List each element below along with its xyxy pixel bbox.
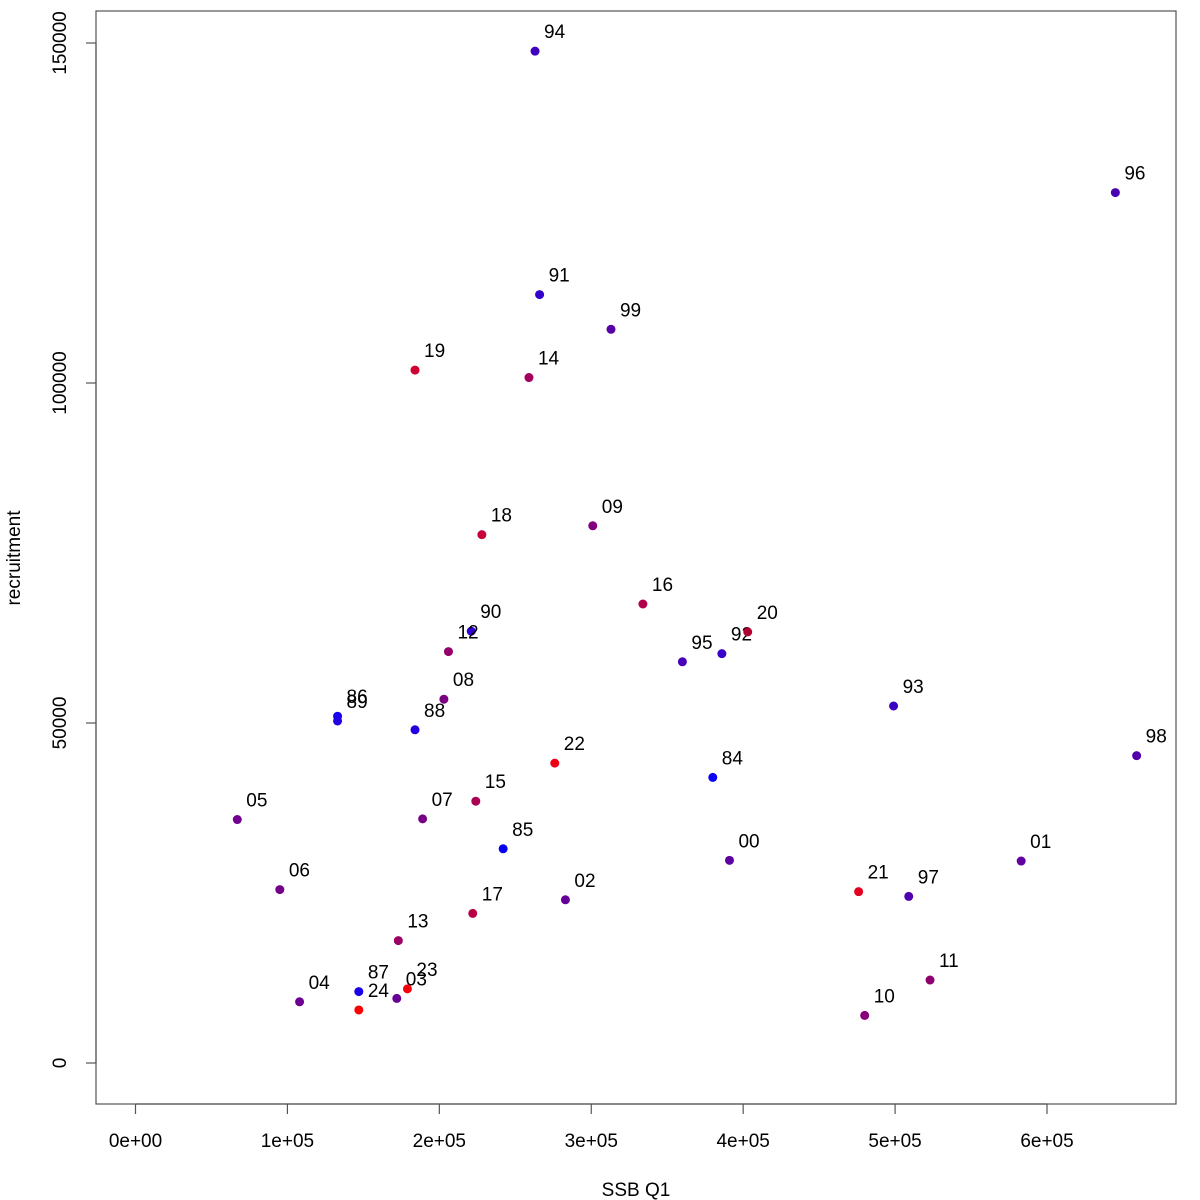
point-label: 19 [424,341,445,362]
point-label: 12 [457,623,478,644]
data-point [638,599,648,609]
data-point [402,984,412,994]
point-label: 00 [738,831,759,852]
data-point [1132,751,1142,761]
data-point [354,987,364,997]
x-tick-label: 4e+05 [716,1131,769,1152]
data-point [530,46,540,56]
point-label: 87 [368,963,389,984]
point-label: 01 [1030,832,1051,853]
point-label: 85 [512,820,533,841]
data-point [677,657,687,667]
y-tick-label: 150000 [50,11,71,74]
data-point [854,887,864,897]
point-label: 18 [491,506,512,527]
data-point [560,895,570,905]
data-point [410,725,420,735]
x-axis: 0e+00 1e+05 2e+05 3e+05 4e+05 5e+05 6e+05 [109,1103,1074,1152]
point-label: 20 [757,603,778,624]
x-tick-label: 3e+05 [565,1131,618,1152]
data-point [717,649,727,659]
x-axis-title: SSB Q1 [602,1180,671,1200]
data-point [275,885,285,895]
point-label: 03 [406,969,427,990]
data-point [392,993,402,1003]
point-label: 16 [652,575,673,596]
point-label: 93 [903,677,924,698]
point-label: 98 [1146,727,1167,748]
data-point [466,626,476,636]
point-label: 15 [485,772,506,793]
data-point [708,772,718,782]
data-point [295,997,305,1007]
x-tick-label: 1e+05 [261,1131,314,1152]
point-label: 90 [480,602,501,623]
point-label: 13 [407,912,428,933]
plot-frame [95,10,1177,1105]
x-tick-label: 5e+05 [868,1131,921,1152]
data-point [724,855,734,865]
data-point [410,365,420,375]
data-point [418,814,428,824]
point-label: 08 [453,670,474,691]
point-label: 22 [564,734,585,755]
point-label: 11 [939,951,959,972]
point-label: 07 [432,790,453,811]
point-label: 02 [574,871,595,892]
data-point [468,908,478,918]
point-label: 95 [691,633,712,654]
point-label: 91 [549,266,570,287]
point-label: 89 [347,692,368,713]
data-point [443,647,453,657]
point-label: 05 [246,791,267,812]
data-point [588,521,598,531]
point-label: 09 [602,497,623,518]
data-point [354,1005,364,1015]
point-label: 14 [538,349,560,370]
data-point [1016,856,1026,866]
x-tick-label: 0e+00 [109,1131,162,1152]
data-point [232,815,242,825]
point-label: 04 [309,973,331,994]
point-label: 24 [368,981,390,1002]
x-tick-label: 2e+05 [413,1131,466,1152]
data-point [1110,188,1120,198]
data-point [498,844,508,854]
y-axis: 0 50000 100000 150000 [50,11,97,1069]
point-label: 84 [722,748,744,769]
data-point [743,627,753,637]
x-tick-label: 6e+05 [1020,1131,1073,1152]
point-label: 21 [868,863,889,884]
point-label: 17 [482,884,503,905]
point-label: 94 [544,22,566,43]
data-point [477,530,487,540]
data-point [860,1010,870,1020]
point-label: 23 [416,960,437,981]
data-point [606,324,616,334]
y-axis-title: recruitment [4,510,25,606]
data-point [439,694,449,704]
data-point [550,758,560,768]
y-tick-label: 100000 [50,351,71,414]
data-point [524,373,534,383]
data-point [889,701,899,711]
point-label: 88 [424,701,445,722]
point-label: 97 [918,867,939,888]
point-label: 86 [347,687,368,708]
data-point [393,936,403,946]
point-label: 06 [289,861,310,882]
point-label: 99 [620,300,641,321]
data-point [535,290,545,300]
point-label: 96 [1124,164,1145,185]
data-point [333,716,343,726]
data-point [471,796,481,806]
point-label: 10 [874,986,895,1007]
data-point [925,975,935,985]
y-tick-label: 0 [50,1058,71,1069]
y-tick-label: 50000 [50,697,71,750]
data-point [904,891,914,901]
